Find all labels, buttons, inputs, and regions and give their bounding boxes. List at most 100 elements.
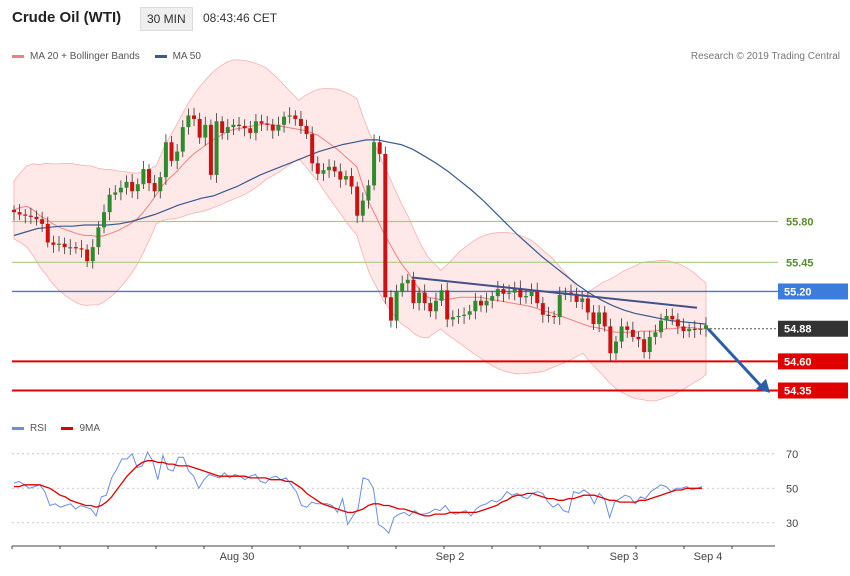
legend-9ma: 9MA bbox=[61, 423, 100, 434]
candle bbox=[265, 115, 270, 131]
candle bbox=[568, 284, 573, 302]
candle bbox=[118, 180, 123, 201]
candle bbox=[456, 308, 461, 324]
candle bbox=[512, 281, 517, 301]
rsi-swatch-icon bbox=[12, 426, 24, 430]
candle bbox=[12, 205, 16, 221]
candle-body bbox=[147, 169, 152, 184]
candle-body bbox=[636, 336, 641, 340]
candle bbox=[180, 120, 185, 158]
candle-body bbox=[327, 166, 332, 171]
candle-body bbox=[107, 194, 112, 213]
candle-body bbox=[332, 166, 337, 172]
ma50-line bbox=[13, 139, 707, 325]
candle-body bbox=[231, 124, 236, 128]
candle bbox=[349, 167, 354, 195]
candle bbox=[220, 116, 225, 140]
candle-body bbox=[265, 123, 270, 125]
candle-body bbox=[310, 134, 315, 164]
candle-body bbox=[102, 212, 107, 228]
candle bbox=[467, 304, 472, 320]
candle-body bbox=[124, 181, 129, 188]
candle bbox=[433, 292, 438, 320]
timeframe-badge[interactable]: 30 MIN bbox=[140, 7, 193, 31]
candle bbox=[169, 135, 174, 167]
candle-body bbox=[445, 290, 450, 320]
candle-body bbox=[118, 187, 123, 193]
candle bbox=[698, 323, 703, 335]
price-legend: MA 20 + Bollinger Bands MA 50 bbox=[12, 51, 213, 62]
candle bbox=[417, 287, 422, 311]
rsi-line bbox=[13, 450, 703, 535]
ma9-swatch-icon bbox=[61, 426, 74, 430]
candle bbox=[73, 241, 78, 254]
candle bbox=[304, 119, 309, 139]
candle bbox=[197, 112, 202, 144]
candle bbox=[192, 107, 197, 127]
candle-body bbox=[372, 142, 377, 186]
candle bbox=[518, 280, 523, 305]
candle bbox=[259, 114, 264, 132]
candle bbox=[478, 295, 483, 312]
candle-body bbox=[456, 315, 461, 318]
candle-body bbox=[242, 125, 247, 129]
candle bbox=[388, 290, 393, 328]
candle-body bbox=[580, 298, 585, 302]
candle-body bbox=[304, 125, 309, 135]
candle bbox=[377, 135, 382, 162]
candle-body bbox=[343, 176, 348, 180]
candle bbox=[405, 273, 410, 292]
candle bbox=[692, 320, 697, 338]
support-tag-label: 54.60 bbox=[784, 356, 812, 368]
candle-body bbox=[557, 294, 562, 318]
candle-body bbox=[237, 124, 242, 126]
candle bbox=[34, 210, 39, 226]
candle bbox=[355, 181, 360, 223]
candle bbox=[158, 171, 163, 199]
candle-body bbox=[467, 311, 472, 315]
candle bbox=[17, 204, 22, 221]
candle-body bbox=[478, 300, 483, 306]
candle bbox=[270, 118, 275, 139]
candle-body bbox=[523, 296, 528, 298]
candle-body bbox=[135, 184, 140, 192]
candle bbox=[225, 119, 230, 140]
candle bbox=[327, 159, 332, 178]
candle-body bbox=[208, 124, 213, 175]
candle-body bbox=[681, 326, 686, 332]
candle bbox=[619, 318, 624, 349]
candle bbox=[163, 134, 168, 185]
candle-body bbox=[619, 326, 624, 342]
candle-body bbox=[658, 320, 663, 333]
candle-body bbox=[625, 326, 630, 330]
candle bbox=[298, 110, 303, 134]
rsi-panel: 30 50 70 bbox=[12, 449, 798, 535]
candle-body bbox=[698, 328, 703, 330]
candle-body bbox=[602, 312, 607, 327]
candle bbox=[591, 305, 596, 331]
candle bbox=[214, 113, 219, 183]
candle bbox=[608, 318, 613, 362]
candle-body bbox=[411, 279, 416, 304]
legend-rsi: RSI bbox=[12, 423, 47, 434]
candle-body bbox=[186, 115, 191, 128]
moving-averages bbox=[13, 123, 707, 333]
support-tag bbox=[778, 353, 848, 370]
candle-body bbox=[529, 290, 534, 297]
candle bbox=[96, 221, 101, 255]
candle-body bbox=[169, 142, 174, 161]
candle-body bbox=[203, 124, 208, 138]
last-price-tag bbox=[778, 320, 848, 337]
candle-body bbox=[96, 227, 101, 248]
candle bbox=[321, 163, 326, 181]
candle bbox=[450, 310, 455, 327]
candle bbox=[124, 175, 129, 195]
candle-body bbox=[180, 127, 185, 152]
ma20-line bbox=[13, 123, 706, 333]
candle-body bbox=[360, 200, 365, 216]
candle bbox=[540, 297, 545, 323]
rsi-tick-label: 30 bbox=[786, 518, 798, 530]
candle-body bbox=[259, 121, 264, 124]
candle-body bbox=[51, 242, 56, 245]
